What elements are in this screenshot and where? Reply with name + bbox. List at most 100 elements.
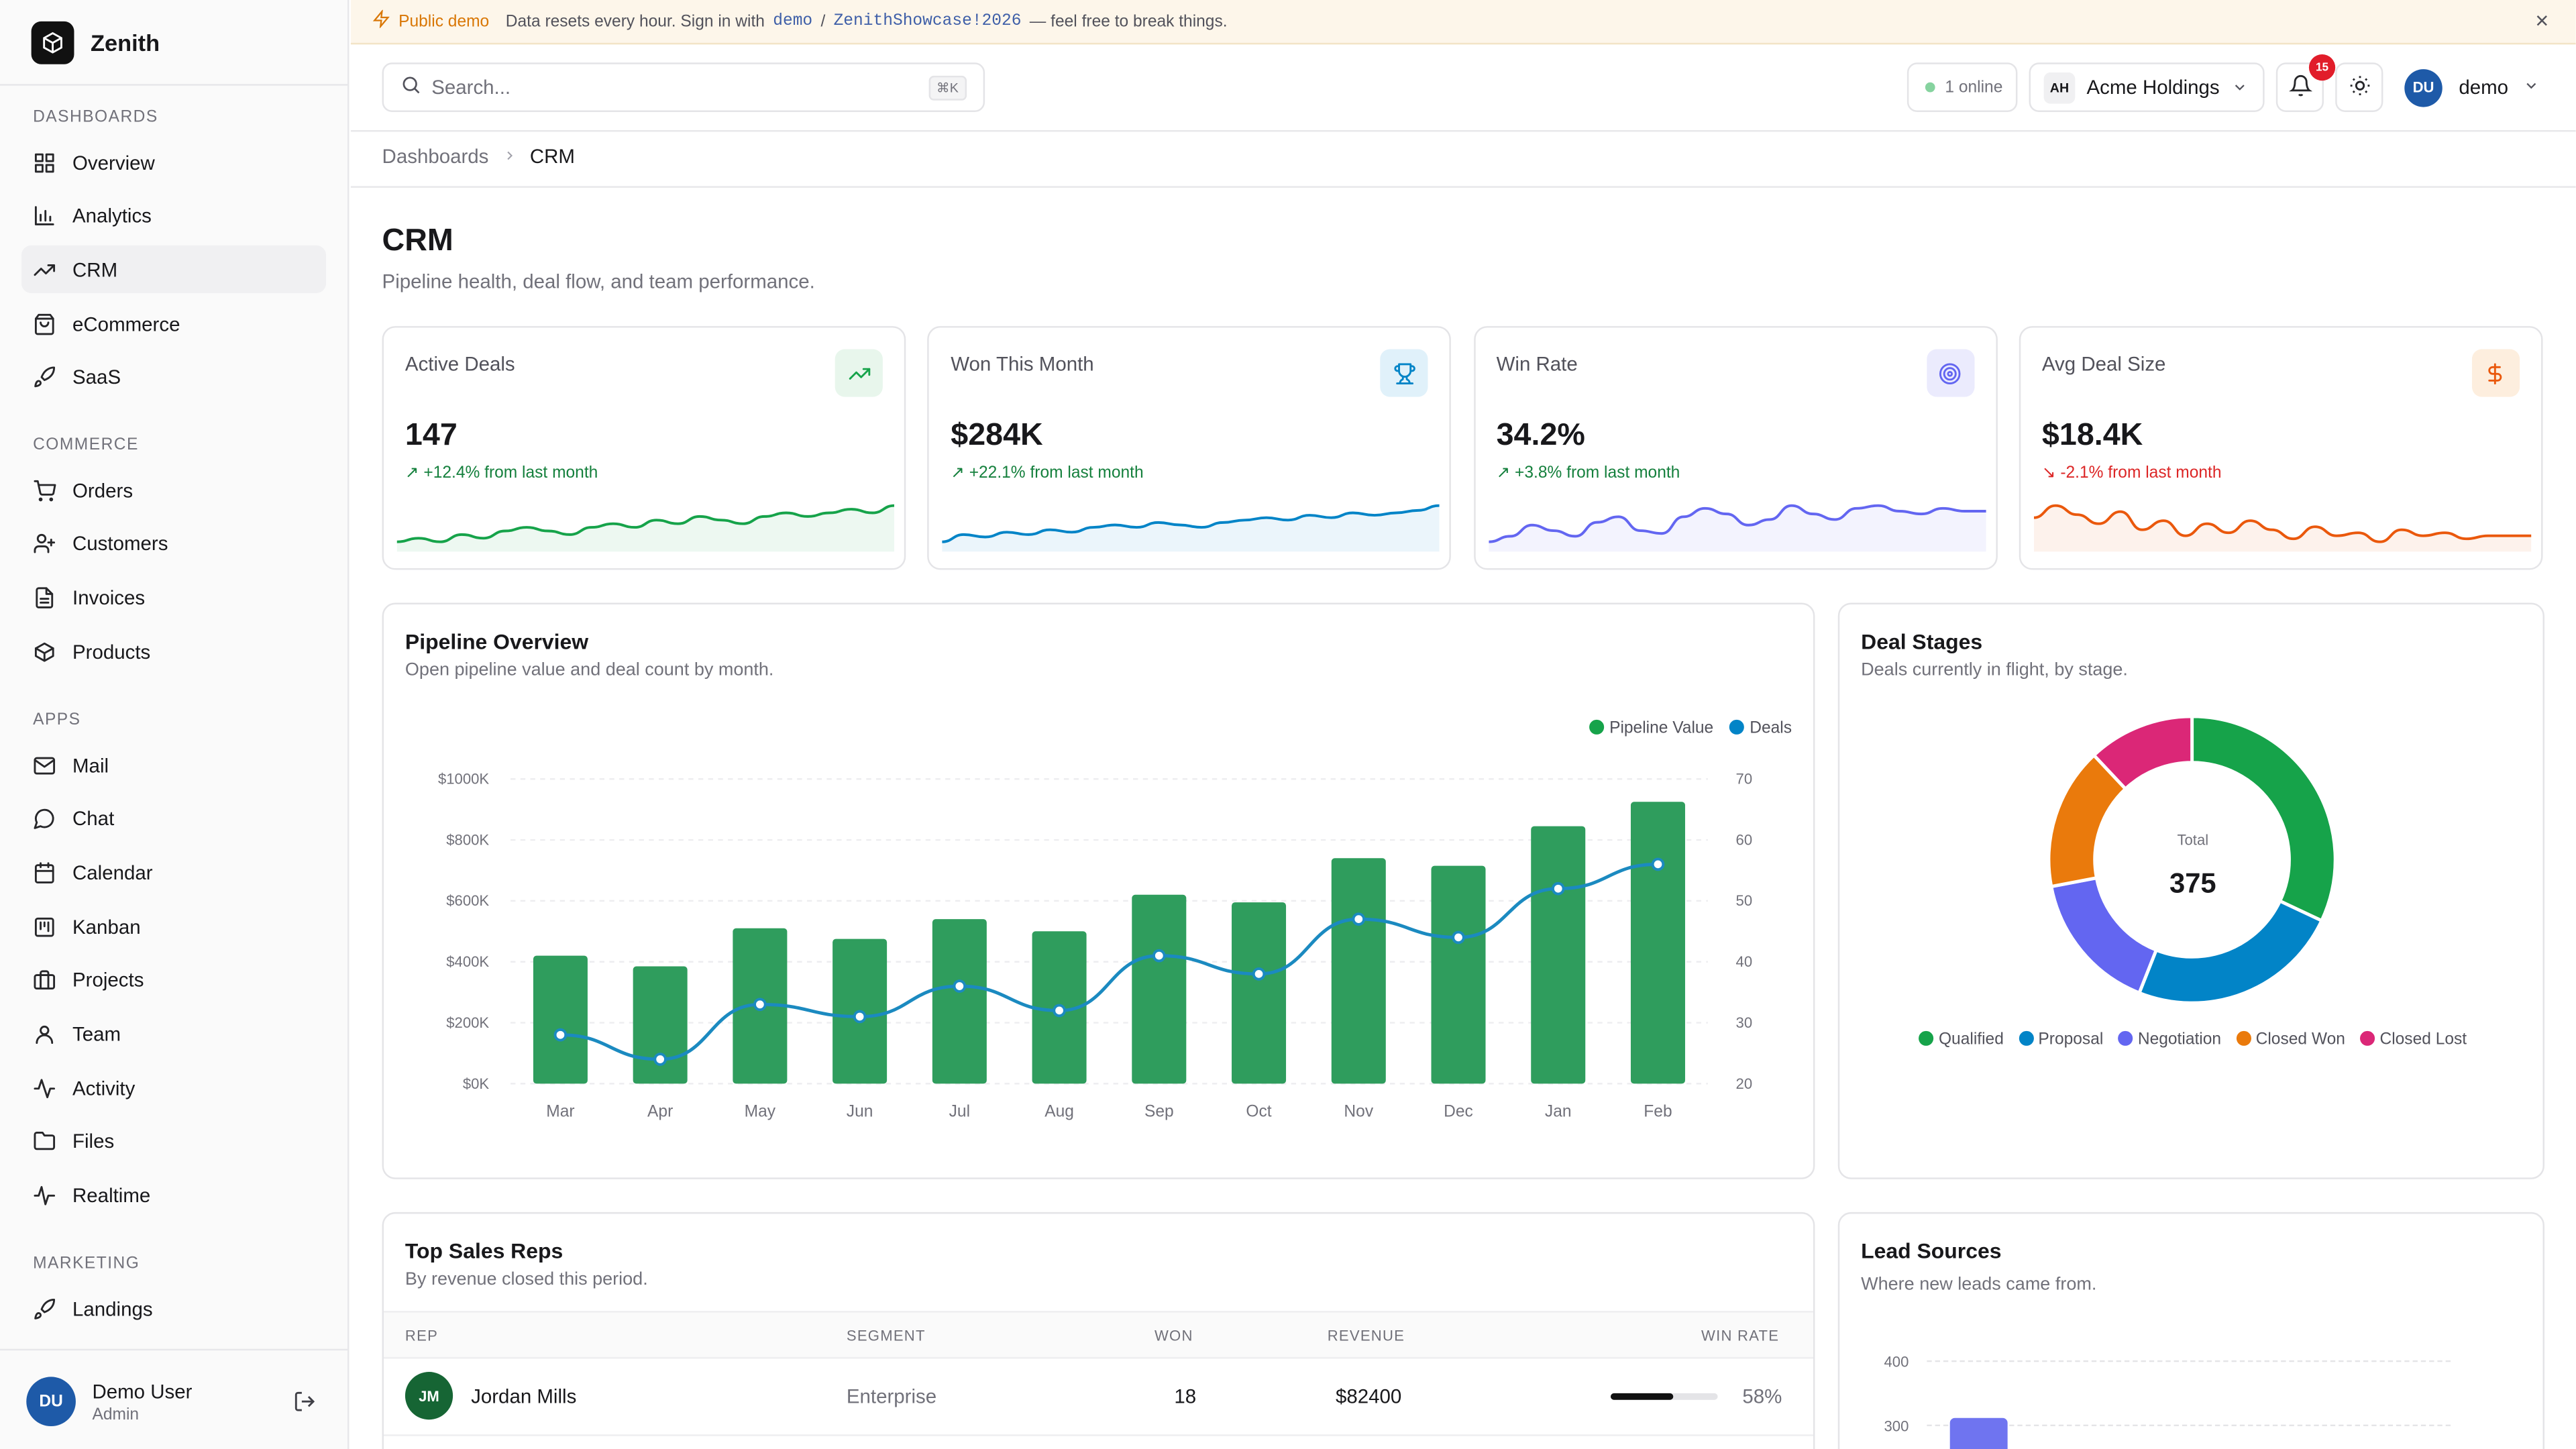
pulse-icon [33, 1184, 56, 1207]
kpi-value: 34.2% [1496, 418, 1585, 453]
online-indicator: 1 online [1907, 62, 2018, 112]
col-segment[interactable]: SEGMENT [846, 1326, 926, 1344]
x-tick-label: Jul [949, 1102, 970, 1120]
kpi-sparkline [2033, 504, 2532, 552]
theme-toggle[interactable] [2335, 62, 2383, 112]
sidebar-item-label: Orders [72, 478, 133, 502]
x-tick-label: Dec [1444, 1102, 1473, 1120]
y-right-tick: 70 [1736, 771, 1753, 788]
kpi-label: Avg Deal Size [2041, 352, 2166, 376]
banner-text-2: — feel free to break things. [1029, 12, 1228, 31]
user-menu[interactable]: DU demo [2404, 68, 2539, 107]
brand[interactable]: Zenith [31, 21, 160, 64]
sidebar-item-customers[interactable]: Customers [21, 520, 326, 568]
online-text: 1 online [1945, 78, 2003, 97]
logout-icon[interactable] [293, 1390, 316, 1421]
sidebar-item-calendar[interactable]: Calendar [21, 849, 326, 896]
sidebar-item-analytics[interactable]: Analytics [21, 192, 326, 239]
sidebar-item-products[interactable]: Products [21, 628, 326, 676]
bar-pipeline-value [1630, 802, 1685, 1084]
kpi-card-win-rate: Win Rate 34.2% ↗ +3.8% from last month [1473, 326, 1997, 570]
search-input[interactable]: Search... ⌘K [382, 62, 985, 112]
point-deals [953, 979, 967, 993]
sun-icon [2348, 73, 2371, 101]
lead-sources-title: Lead Sources [1861, 1238, 2002, 1263]
breadcrumb-current: CRM [529, 145, 575, 168]
legend-dot [2118, 1030, 2133, 1046]
legend-deals[interactable]: Deals [1729, 719, 1792, 738]
sidebar-item-chat[interactable]: Chat [21, 795, 326, 843]
x-tick-label: Sep [1144, 1102, 1174, 1120]
layout-grid-icon [33, 151, 56, 174]
bar-pipeline-value [633, 966, 688, 1084]
rep-revenue: $82400 [1336, 1385, 1402, 1409]
point-deals [1551, 881, 1565, 896]
lead-tick: 300 [1884, 1417, 1909, 1435]
donut-slice-proposal [2137, 898, 2324, 1005]
legend-label: Deals [1750, 719, 1792, 738]
legend-proposal[interactable]: Proposal [2018, 1030, 2103, 1049]
close-icon[interactable] [2533, 11, 2551, 34]
legend-negotiation[interactable]: Negotiation [2118, 1030, 2221, 1049]
kpi-sparkline [1488, 504, 1986, 552]
sidebar-item-ecommerce[interactable]: eCommerce [21, 300, 326, 347]
page-subtitle: Pipeline health, deal flow, and team per… [382, 270, 815, 293]
sidebar-item-label: Overview [72, 150, 155, 174]
sidebar-item-projects[interactable]: Projects [21, 957, 326, 1004]
kpi-sparkline [396, 504, 895, 552]
donut-total-value: 375 [2169, 867, 2216, 900]
rep-won: 18 [1174, 1385, 1197, 1409]
legend-pipeline-value[interactable]: Pipeline Value [1589, 719, 1713, 738]
sidebar-item-label: CRM [72, 258, 118, 282]
message-circle-icon [33, 807, 56, 830]
legend-qualified[interactable]: Qualified [1919, 1030, 2004, 1049]
user-avatar: DU [26, 1377, 76, 1427]
lightning-icon [372, 9, 390, 33]
sidebar-item-label: Chat [72, 807, 115, 830]
col-win-rate[interactable]: WIN RATE [1701, 1326, 1780, 1344]
x-tick-label: Feb [1644, 1102, 1672, 1120]
legend-label: Closed Lost [2379, 1030, 2467, 1049]
legend-closed-lost[interactable]: Closed Lost [2360, 1030, 2467, 1049]
sidebar-item-team[interactable]: Team [21, 1010, 326, 1058]
sidebar-item-mail[interactable]: Mail [21, 741, 326, 789]
sidebar-item-activity[interactable]: Activity [21, 1064, 326, 1112]
kpi-label: Won This Month [951, 352, 1094, 376]
folder-icon [33, 1130, 56, 1153]
col-rep[interactable]: REP [405, 1326, 439, 1344]
sidebar-item-saas[interactable]: SaaS [21, 354, 326, 401]
pipeline-subtitle: Open pipeline value and deal count by mo… [405, 660, 774, 680]
sidebar-item-kanban[interactable]: Kanban [21, 903, 326, 951]
breadcrumb-parent[interactable]: Dashboards [382, 145, 489, 168]
sparkline-area [396, 505, 895, 552]
sidebar-item-label: Kanban [72, 914, 141, 938]
col-won[interactable]: WON [1154, 1326, 1193, 1344]
line-deals [560, 862, 1658, 1061]
lead-tick: 400 [1884, 1354, 1909, 1371]
legend-closed-won[interactable]: Closed Won [2236, 1030, 2345, 1049]
col-revenue[interactable]: REVENUE [1327, 1326, 1405, 1344]
notifications-button[interactable]: 15 [2275, 54, 2336, 112]
sidebar-item-label: Mail [72, 753, 109, 777]
activity-icon [33, 1077, 56, 1099]
gridline [1927, 1424, 2451, 1427]
org-switcher[interactable]: AH Acme Holdings [2029, 62, 2265, 112]
deal-stages-legend: Qualified Proposal Negotiation Closed Won Cl… [1839, 1030, 2542, 1049]
chevron-down-icon [2523, 72, 2540, 102]
sidebar-item-crm[interactable]: CRM [21, 246, 327, 294]
kpi-card-avg-deal-size: Avg Deal Size $18.4K ↘ -2.1% from last mon… [2019, 326, 2543, 570]
sidebar-item-realtime[interactable]: Realtime [21, 1172, 326, 1220]
sparkline-area [942, 505, 1440, 552]
sidebar-item-label: Invoices [72, 586, 146, 610]
sidebar-item-overview[interactable]: Overview [21, 138, 326, 186]
sidebar-item-invoices[interactable]: Invoices [21, 574, 326, 621]
sidebar-item-landings[interactable]: Landings [21, 1285, 326, 1332]
sidebar-section-commerce: COMMERCE [33, 436, 139, 455]
rocket-icon [33, 366, 56, 389]
sidebar-item-orders[interactable]: Orders [21, 466, 326, 514]
table-row[interactable]: JM Jordan Mills Enterprise 18 $82400 58% [384, 1358, 1813, 1436]
rocket-icon [33, 1297, 56, 1320]
top-reps-subtitle: By revenue closed this period. [405, 1269, 648, 1290]
sidebar-item-files[interactable]: Files [21, 1118, 326, 1166]
package-icon [33, 640, 56, 663]
